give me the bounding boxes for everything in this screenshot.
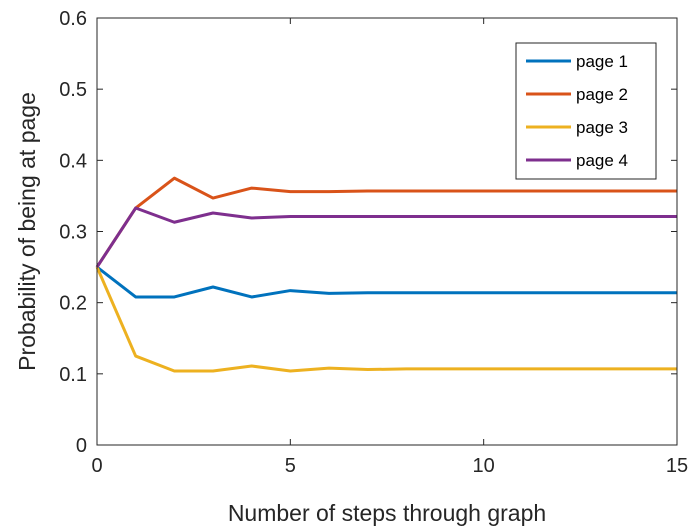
series-line-page-3 [95,266,677,373]
legend-label-page-4: page 4 [576,151,628,170]
y-tick-label: 0.4 [59,150,87,172]
y-tick-label: 0 [76,435,87,457]
series-line-page-1 [96,265,677,299]
x-tick-label: 0 [91,455,102,477]
y-axis-title: Probability of being at page [14,92,40,371]
x-tick-label: 5 [285,455,296,477]
y-tick-label: 0.5 [59,79,87,101]
legend-label-page-2: page 2 [576,85,628,104]
y-tick-label: 0.2 [59,293,87,315]
legend-label-page-3: page 3 [576,118,628,137]
ticks-layer: 0 5 10 15 0 0.1 0.2 0.3 0.4 0.5 0.6 [59,8,688,477]
y-tick-label: 0.1 [59,364,87,386]
legend-label-page-1: page 1 [576,52,628,71]
series-layer [95,176,677,373]
y-tick-label: 0.3 [59,222,87,244]
x-tick-label: 10 [473,455,495,477]
series-line-page-4 [95,206,677,268]
legend-box [515,42,657,180]
series-line-page-2 [95,176,677,268]
y-tick-label: 0.6 [59,8,87,30]
x-tick-label: 15 [666,455,688,477]
x-axis-title: Number of steps through graph [228,500,546,526]
legend: page 1 page 2 page 3 page 4 [515,42,657,180]
